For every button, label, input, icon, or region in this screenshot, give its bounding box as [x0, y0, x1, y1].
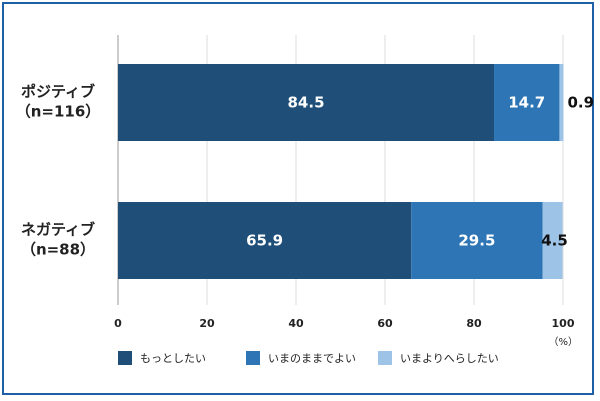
bars: 84.5 14.7 0.9 65.9 29.5 4.5	[118, 64, 594, 279]
x-tick-40: 40	[288, 317, 304, 330]
legend-swatch-2	[378, 351, 392, 365]
bar-segment-1-0	[118, 202, 412, 279]
x-tick-labels: 0 20 40 60 80 100	[114, 317, 575, 330]
data-label-1-0: 65.9	[246, 232, 283, 250]
bar-segment-1-1	[411, 202, 543, 279]
category-label-0-line2: （n=116）	[16, 103, 101, 121]
x-tick-80: 80	[466, 317, 482, 330]
bar-segment-0-1	[494, 64, 560, 141]
bar-segment-1-2	[542, 202, 563, 279]
legend-label-0: もっとしたい	[140, 352, 206, 365]
data-label-1-1: 29.5	[458, 232, 495, 250]
category-labels: ポジティブ （n=116） ネガティブ （n=88）	[16, 83, 101, 259]
x-tick-0: 0	[114, 317, 122, 330]
bar-segment-0-2	[559, 64, 564, 141]
x-tick-60: 60	[377, 317, 393, 330]
bar-segment-0-0	[118, 64, 495, 141]
legend: もっとしたい いまのままでよい いまよりへらしたい	[118, 351, 499, 365]
category-label-1-line2: （n=88）	[21, 241, 95, 259]
data-label-0-1: 14.7	[508, 94, 545, 112]
category-label-0-line1: ポジティブ	[21, 83, 95, 101]
x-tick-20: 20	[199, 317, 215, 330]
data-label-1-2: 4.5	[541, 232, 568, 250]
x-unit-label: （%）	[548, 336, 578, 348]
category-label-1-line1: ネガティブ	[21, 221, 95, 239]
x-tick-100: 100	[552, 317, 575, 330]
legend-swatch-0	[118, 351, 132, 365]
legend-label-2: いまよりへらしたい	[400, 352, 499, 365]
data-label-0-0: 84.5	[288, 94, 325, 112]
data-label-0-2: 0.9	[567, 94, 594, 112]
legend-label-1: いまのままでよい	[268, 352, 356, 365]
legend-swatch-1	[246, 351, 260, 365]
